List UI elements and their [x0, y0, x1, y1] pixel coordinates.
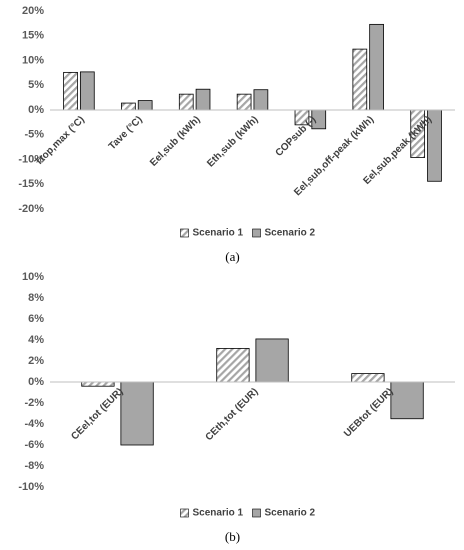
x-tick-label: Ttop,max (°C) [33, 114, 87, 168]
x-tick-label: CEel,tot (EUR) [69, 386, 125, 442]
bar [390, 381, 424, 420]
x-tick-label: CEth,tot (EUR) [204, 386, 261, 443]
y-tick-label: -6% [24, 439, 44, 451]
bar [137, 100, 153, 111]
y-tick-label: -20% [18, 203, 44, 215]
bar [120, 381, 154, 446]
y-tick-label: 8% [28, 292, 44, 304]
y-tick-label: 0% [28, 104, 44, 116]
bar [253, 89, 269, 111]
y-tick-label: -4% [24, 418, 44, 430]
legend-label: Scenario 1 [193, 508, 244, 519]
y-tick-label: -15% [18, 178, 44, 190]
bar [351, 373, 385, 383]
y-tick-label: 15% [22, 30, 44, 42]
bar [178, 93, 194, 111]
y-tick-label: -2% [24, 397, 44, 409]
x-tick-label: Eth,sub (kWh) [205, 114, 260, 169]
bar [216, 347, 250, 383]
y-tick-label: 10% [22, 54, 44, 66]
legend-label: Scenario 2 [265, 228, 316, 239]
legend-swatch [180, 228, 189, 238]
y-tick-label: 6% [28, 313, 44, 325]
y-tick-label: 4% [28, 334, 44, 346]
x-tick-label: Tave (°C) [107, 114, 145, 152]
x-tick-label: Eel,sub (kWh) [148, 114, 203, 169]
y-tick-label: 10% [22, 271, 44, 283]
legend-label: Scenario 2 [265, 508, 316, 519]
bar [195, 88, 211, 111]
y-tick-label: -8% [24, 460, 44, 472]
y-tick-label: 2% [28, 355, 44, 367]
y-tick-label: -10% [18, 481, 44, 493]
bar [369, 23, 384, 111]
y-tick-label: -5% [24, 129, 44, 141]
bar [255, 338, 289, 383]
y-tick-label: 5% [28, 79, 44, 91]
bar [79, 71, 95, 111]
y-tick-label: 0% [28, 376, 44, 388]
legend-swatch [252, 228, 261, 238]
bar [236, 93, 252, 111]
legend-swatch [252, 508, 261, 518]
y-tick-label: 20% [22, 5, 44, 17]
legend-swatch [180, 508, 189, 518]
legend-label: Scenario 1 [193, 228, 244, 239]
y-tick-label: -10% [18, 153, 44, 165]
bar [352, 48, 368, 111]
x-tick-label: UEBtot (EUR) [342, 386, 395, 439]
caption: (a) [225, 249, 239, 264]
bar [63, 71, 78, 111]
bar [81, 381, 115, 387]
caption: (b) [225, 529, 240, 544]
bar [121, 102, 136, 111]
